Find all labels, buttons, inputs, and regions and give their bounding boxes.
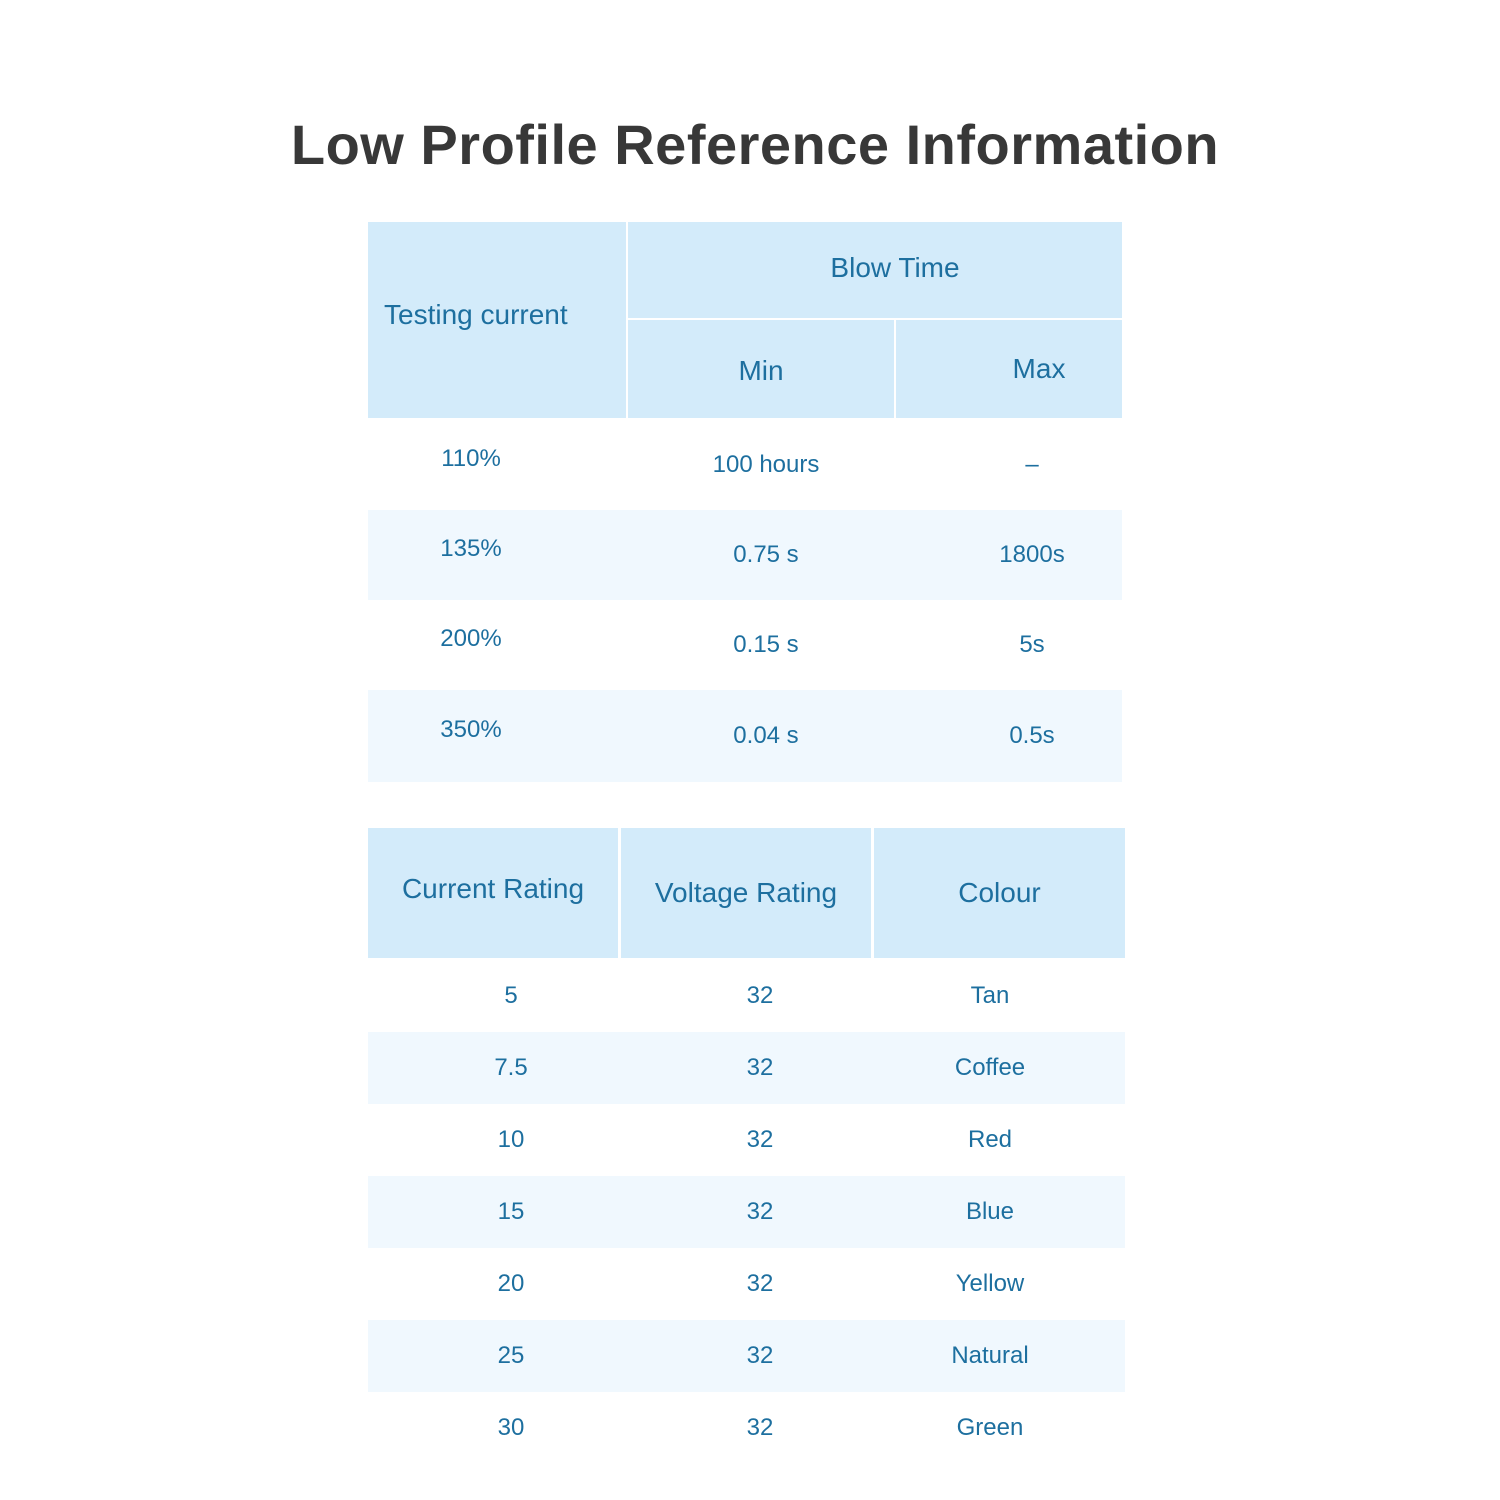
table-row — [368, 1032, 1125, 1104]
header-min: Min — [628, 320, 894, 418]
cell-current: 25 — [497, 1342, 525, 1369]
cell-voltage: 32 — [746, 1270, 774, 1297]
cell-voltage: 32 — [746, 982, 774, 1009]
cell-max: 1800s — [999, 541, 1065, 568]
cell-voltage: 32 — [746, 1126, 774, 1153]
cell-max: 5s — [1019, 631, 1045, 658]
cell-current: 20 — [497, 1270, 525, 1297]
cell-voltage: 32 — [746, 1342, 774, 1369]
cell-current: 7.5 — [494, 1054, 528, 1081]
cell-colour: Red — [967, 1126, 1013, 1153]
cell-min: 0.04 s — [733, 722, 799, 749]
cell-colour: Green — [956, 1414, 1024, 1441]
cell-voltage: 32 — [746, 1198, 774, 1225]
table-row — [368, 690, 1122, 782]
cell-colour: Coffee — [954, 1054, 1026, 1081]
cell-voltage: 32 — [746, 1414, 774, 1441]
table-row — [368, 1320, 1125, 1392]
cell-min: 100 hours — [712, 451, 820, 478]
page-title: Low Profile Reference Information — [290, 113, 1220, 176]
cell-colour: Yellow — [955, 1270, 1025, 1297]
table-row — [368, 510, 1122, 600]
header-colour: Colour — [874, 828, 1125, 958]
cell-current: 5 — [504, 982, 518, 1009]
header-voltage-rating: Voltage Rating — [621, 828, 871, 958]
header-blow-time: Blow Time — [628, 222, 1122, 318]
cell-colour: Tan — [970, 982, 1010, 1009]
cell-min: 0.15 s — [733, 631, 799, 658]
cell-current: 10 — [497, 1126, 525, 1153]
cell-max: – — [1025, 451, 1039, 478]
cell-current: 200% — [440, 625, 502, 652]
header-max: Max — [896, 320, 1122, 418]
cell-min: 0.75 s — [733, 541, 799, 568]
header-testing-current: Testing current — [368, 222, 626, 418]
cell-colour: Natural — [951, 1342, 1029, 1369]
header-current-rating: Current Rating — [368, 828, 618, 958]
cell-voltage: 32 — [746, 1054, 774, 1081]
cell-current: 135% — [440, 535, 502, 562]
cell-current: 110% — [441, 445, 501, 472]
cell-max: 0.5s — [1009, 722, 1055, 749]
cell-current: 30 — [497, 1414, 525, 1441]
cell-current: 15 — [497, 1198, 525, 1225]
table-row — [368, 1176, 1125, 1248]
cell-current: 350% — [440, 716, 502, 743]
cell-colour: Blue — [965, 1198, 1015, 1225]
